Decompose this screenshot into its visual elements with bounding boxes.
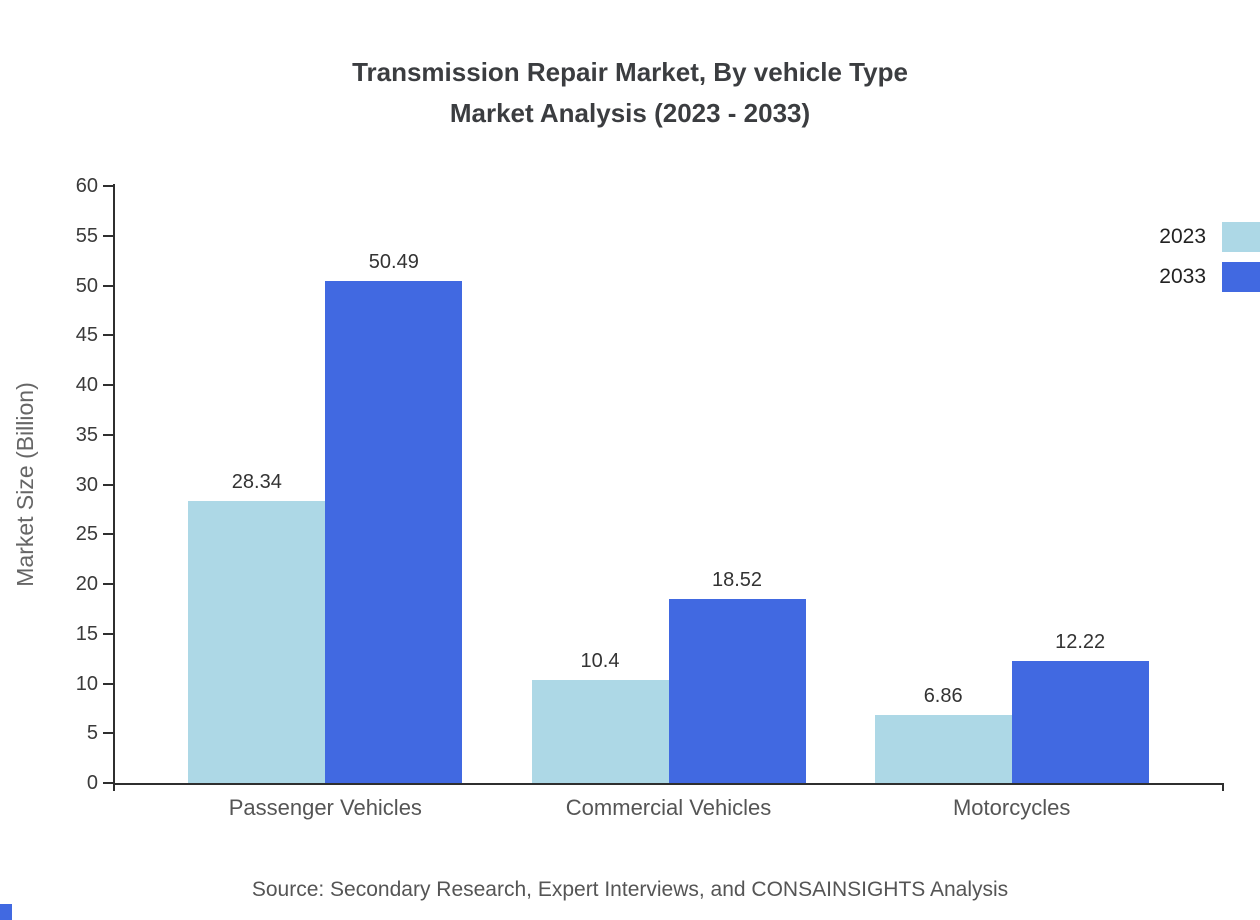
x-axis-labels: Passenger Vehicles Commercial Vehicles Mot… (115, 795, 1222, 825)
y-tick-mark (103, 682, 115, 685)
x-category-label: Passenger Vehicles (228, 795, 422, 820)
y-tick-mark (103, 782, 115, 784)
bar-2023-passenger-vehicles (188, 501, 326, 783)
y-tick-label: 10 (75, 672, 98, 695)
bar-2033-commercial-vehicles (668, 598, 806, 783)
y-tick-mark (103, 632, 115, 635)
y-tick-mark (103, 483, 115, 486)
legend-item-2033: 2033 (1159, 262, 1260, 292)
bar-value-label: 12.22 (1055, 631, 1106, 654)
y-tick-label: 55 (75, 224, 98, 247)
chart-title: Transmission Repair Market, By vehicle T… (0, 52, 1260, 134)
legend-label-2023: 2023 (1159, 225, 1206, 248)
bar-value-label: 10.4 (580, 649, 620, 672)
y-tick-mark (103, 185, 115, 187)
y-tick-label: 35 (75, 423, 98, 446)
chart-title-line1: Transmission Repair Market, By vehicle T… (352, 57, 908, 87)
legend-swatch-2033 (1222, 262, 1260, 292)
y-tick-label: 25 (75, 523, 98, 546)
x-axis-outer-tick (1222, 785, 1224, 791)
legend-item-2023: 2023 (1159, 222, 1260, 252)
x-category-label: Motorcycles (952, 795, 1071, 820)
brand-mark (0, 904, 12, 920)
bar-2033-passenger-vehicles (325, 280, 463, 783)
y-tick-label: 20 (75, 573, 98, 595)
y-tick-label: 40 (75, 374, 98, 396)
y-tick-label: 0 (86, 772, 98, 794)
bar-value-label: 6.86 (923, 684, 963, 707)
legend: 2023 2033 (1159, 222, 1260, 292)
y-tick-mark (103, 334, 115, 337)
y-tick-label: 30 (75, 473, 98, 496)
y-tick-label: 15 (75, 622, 98, 645)
y-tick-mark (103, 284, 115, 287)
y-axis-line (113, 184, 115, 791)
legend-swatch-2023 (1222, 222, 1260, 252)
chart-title-line2: Market Analysis (2023 - 2033) (449, 98, 811, 128)
bar-value-label: 28.34 (231, 471, 282, 494)
source-text: Source: Secondary Research, Expert Inter… (251, 878, 1009, 901)
y-tick-label: 60 (75, 175, 98, 197)
y-tick-mark (103, 433, 115, 436)
x-axis-line (113, 783, 1224, 785)
y-tick-mark (103, 533, 115, 536)
bar-value-label: 18.52 (711, 568, 763, 591)
legend-label-2033: 2033 (1159, 265, 1206, 288)
bar-2023-motorcycles (874, 714, 1012, 783)
y-tick-mark (103, 384, 115, 386)
y-tick-label: 50 (75, 274, 98, 297)
bar-2033-motorcycles (1011, 661, 1149, 783)
y-tick-mark (103, 583, 115, 585)
y-tick-mark (103, 732, 115, 735)
y-tick-label: 5 (86, 722, 98, 745)
x-category-label: Commercial Vehicles (565, 795, 772, 820)
y-tick-mark (103, 234, 115, 237)
plot-area: 0 5 10 15 20 25 30 35 40 45 50 55 60 28.34 50.49 10.4 18… (76, 176, 1222, 793)
bar-value-label: 50.49 (368, 250, 419, 273)
bar-2023-commercial-vehicles (531, 679, 669, 783)
y-tick-label: 45 (75, 324, 98, 347)
